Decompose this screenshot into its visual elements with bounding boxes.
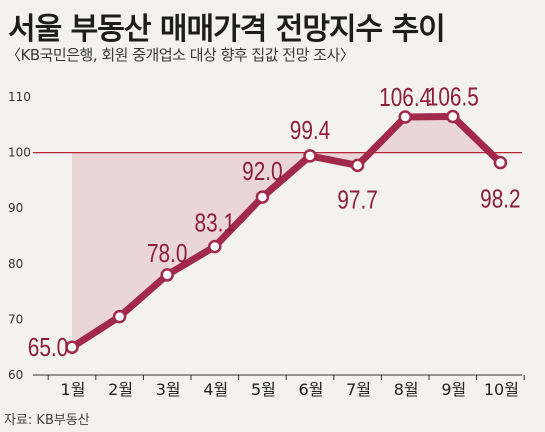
x-tick-label: 2월 (108, 380, 133, 399)
data-point (160, 268, 174, 282)
data-point (350, 158, 365, 173)
data-point (398, 110, 412, 124)
data-label: 97.7 (337, 185, 377, 214)
data-point-layer (65, 109, 508, 354)
data-point (65, 340, 79, 354)
y-tick-label: 110 (8, 90, 31, 104)
data-label: 98.2 (480, 184, 520, 213)
x-tick-label: 4월 (203, 380, 228, 399)
data-point (446, 109, 460, 124)
data-label: 99.4 (290, 116, 330, 145)
chart-title: 서울 부동산 매매가격 전망지수 추이 (8, 12, 446, 47)
data-label: 65.0 (28, 333, 68, 362)
x-tick-label: 1월 (61, 380, 86, 399)
data-point (208, 239, 222, 254)
series-line-layer (68, 112, 504, 351)
y-tick-label: 60 (8, 368, 23, 382)
x-tick-label: 3월 (156, 380, 181, 399)
data-point (112, 309, 127, 324)
data-point (493, 155, 508, 170)
data-point (255, 190, 270, 204)
y-tick-label: 90 (8, 201, 23, 215)
data-label: 106.4 (379, 83, 431, 112)
axis-layer: 60 70 80 90 100 110 1월 2월 3월 4월 5월 6월 7월 8월 9월 10월 (8, 90, 525, 399)
x-tick-label: 9월 (441, 380, 466, 399)
y-tick-label: 100 (8, 146, 31, 160)
data-label: 78.0 (147, 239, 187, 268)
deviation-area (72, 116, 501, 348)
x-tick-label: 5월 (251, 380, 276, 399)
deviation-area-layer (72, 116, 501, 348)
data-label: 83.1 (195, 208, 235, 237)
chart-subtitle: 〈KB국민은행, 회원 중개업소 대상 향후 집값 전망 조사〉 (6, 46, 355, 64)
x-tick-label: 7월 (346, 380, 371, 399)
source-note: 자료: KB부동산 (4, 413, 90, 428)
series-line (68, 112, 504, 351)
y-tick-label: 70 (8, 312, 23, 326)
data-label: 106.5 (427, 82, 479, 111)
x-tick-label: 6월 (299, 380, 324, 399)
x-tick-label: 8월 (394, 380, 419, 399)
data-point (303, 149, 317, 163)
data-label: 92.0 (242, 157, 282, 186)
x-tick-label: 10월 (484, 380, 519, 399)
y-tick-label: 80 (8, 257, 23, 271)
